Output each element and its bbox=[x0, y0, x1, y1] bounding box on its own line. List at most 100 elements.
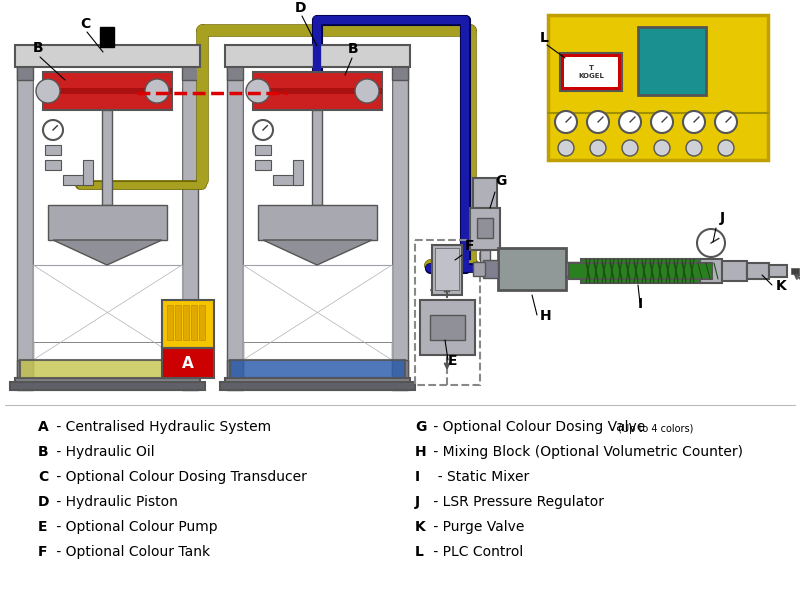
Bar bbox=[569, 263, 581, 279]
Circle shape bbox=[654, 140, 670, 156]
Bar bbox=[258, 205, 377, 240]
Bar bbox=[392, 65, 408, 390]
Bar bbox=[33, 67, 182, 342]
Text: - Hydraulic Piston: - Hydraulic Piston bbox=[52, 495, 178, 509]
Text: F: F bbox=[38, 545, 47, 559]
Text: I: I bbox=[638, 297, 643, 311]
Circle shape bbox=[36, 79, 60, 103]
Bar bbox=[183, 305, 189, 340]
Text: H: H bbox=[540, 309, 552, 323]
Bar bbox=[791, 268, 799, 274]
Bar bbox=[293, 160, 303, 185]
Bar bbox=[638, 27, 706, 95]
Text: G: G bbox=[495, 174, 506, 188]
Bar bbox=[569, 263, 712, 279]
Bar bbox=[769, 265, 787, 277]
Text: B: B bbox=[33, 41, 44, 55]
Bar bbox=[182, 360, 198, 380]
Text: - Optional Colour Tank: - Optional Colour Tank bbox=[52, 545, 210, 559]
Bar bbox=[473, 178, 497, 208]
Circle shape bbox=[718, 140, 734, 156]
Text: E: E bbox=[448, 354, 458, 368]
Bar bbox=[700, 259, 722, 283]
Text: - LSR Pressure Regulator: - LSR Pressure Regulator bbox=[429, 495, 604, 509]
Text: - Mixing Block (Optional Volumetric Counter): - Mixing Block (Optional Volumetric Coun… bbox=[429, 445, 743, 459]
Text: T
KOGEL: T KOGEL bbox=[578, 65, 604, 79]
Text: - Hydraulic Oil: - Hydraulic Oil bbox=[52, 445, 154, 459]
Bar bbox=[473, 262, 485, 276]
Bar bbox=[225, 378, 410, 390]
Text: - Purge Valve: - Purge Valve bbox=[429, 520, 524, 534]
Bar bbox=[722, 261, 747, 281]
Bar bbox=[43, 72, 172, 110]
Bar bbox=[560, 53, 622, 91]
Bar bbox=[566, 262, 581, 276]
Circle shape bbox=[697, 229, 725, 257]
Bar bbox=[17, 65, 33, 390]
Circle shape bbox=[590, 140, 606, 156]
Text: C: C bbox=[38, 470, 48, 484]
Text: L: L bbox=[415, 545, 424, 559]
Bar bbox=[255, 145, 271, 155]
Bar bbox=[747, 263, 769, 279]
Bar bbox=[227, 65, 243, 80]
Text: D: D bbox=[295, 1, 306, 15]
Bar bbox=[477, 218, 493, 238]
Circle shape bbox=[145, 79, 169, 103]
Bar bbox=[162, 348, 214, 378]
Bar bbox=[548, 15, 768, 160]
Bar bbox=[10, 382, 205, 390]
Bar bbox=[470, 208, 500, 250]
Circle shape bbox=[246, 79, 270, 103]
Circle shape bbox=[683, 111, 705, 133]
Text: F: F bbox=[465, 239, 474, 253]
Bar bbox=[480, 250, 490, 265]
Text: G: G bbox=[415, 420, 426, 434]
Bar bbox=[220, 382, 415, 390]
Bar bbox=[273, 175, 298, 185]
Circle shape bbox=[686, 140, 702, 156]
Bar bbox=[227, 360, 243, 380]
Bar bbox=[498, 248, 566, 290]
Text: E: E bbox=[38, 520, 47, 534]
Text: - Centralised Hydraulic System: - Centralised Hydraulic System bbox=[52, 420, 271, 434]
Bar bbox=[430, 315, 465, 340]
Text: - PLC Control: - PLC Control bbox=[429, 545, 523, 559]
Bar bbox=[243, 265, 392, 360]
Bar bbox=[392, 360, 408, 380]
Bar bbox=[182, 65, 198, 80]
Bar bbox=[253, 72, 382, 110]
Text: D: D bbox=[38, 495, 50, 509]
Text: - Optional Colour Dosing Valve: - Optional Colour Dosing Valve bbox=[429, 420, 646, 434]
Bar bbox=[175, 305, 181, 340]
Text: K: K bbox=[415, 520, 426, 534]
Bar bbox=[182, 65, 198, 390]
Bar bbox=[564, 57, 618, 87]
Circle shape bbox=[587, 111, 609, 133]
Circle shape bbox=[558, 140, 574, 156]
Bar bbox=[17, 360, 33, 380]
Bar bbox=[191, 305, 197, 340]
Bar bbox=[199, 305, 205, 340]
Bar bbox=[432, 245, 462, 295]
Circle shape bbox=[651, 111, 673, 133]
Polygon shape bbox=[53, 240, 162, 265]
Bar bbox=[48, 205, 167, 240]
Text: H: H bbox=[415, 445, 426, 459]
Text: C: C bbox=[80, 17, 90, 31]
Bar bbox=[83, 160, 93, 185]
Bar bbox=[253, 88, 382, 94]
Text: B: B bbox=[38, 445, 49, 459]
Bar bbox=[63, 175, 88, 185]
Bar bbox=[43, 88, 172, 94]
Text: - Optional Colour Pump: - Optional Colour Pump bbox=[52, 520, 218, 534]
Bar bbox=[162, 300, 214, 348]
Bar bbox=[230, 360, 405, 378]
Text: B: B bbox=[348, 42, 358, 56]
Bar bbox=[33, 265, 182, 360]
Bar bbox=[100, 27, 114, 47]
Circle shape bbox=[555, 111, 577, 133]
Text: - Optional Colour Dosing Transducer: - Optional Colour Dosing Transducer bbox=[52, 470, 307, 484]
Bar bbox=[312, 110, 322, 205]
Circle shape bbox=[715, 111, 737, 133]
